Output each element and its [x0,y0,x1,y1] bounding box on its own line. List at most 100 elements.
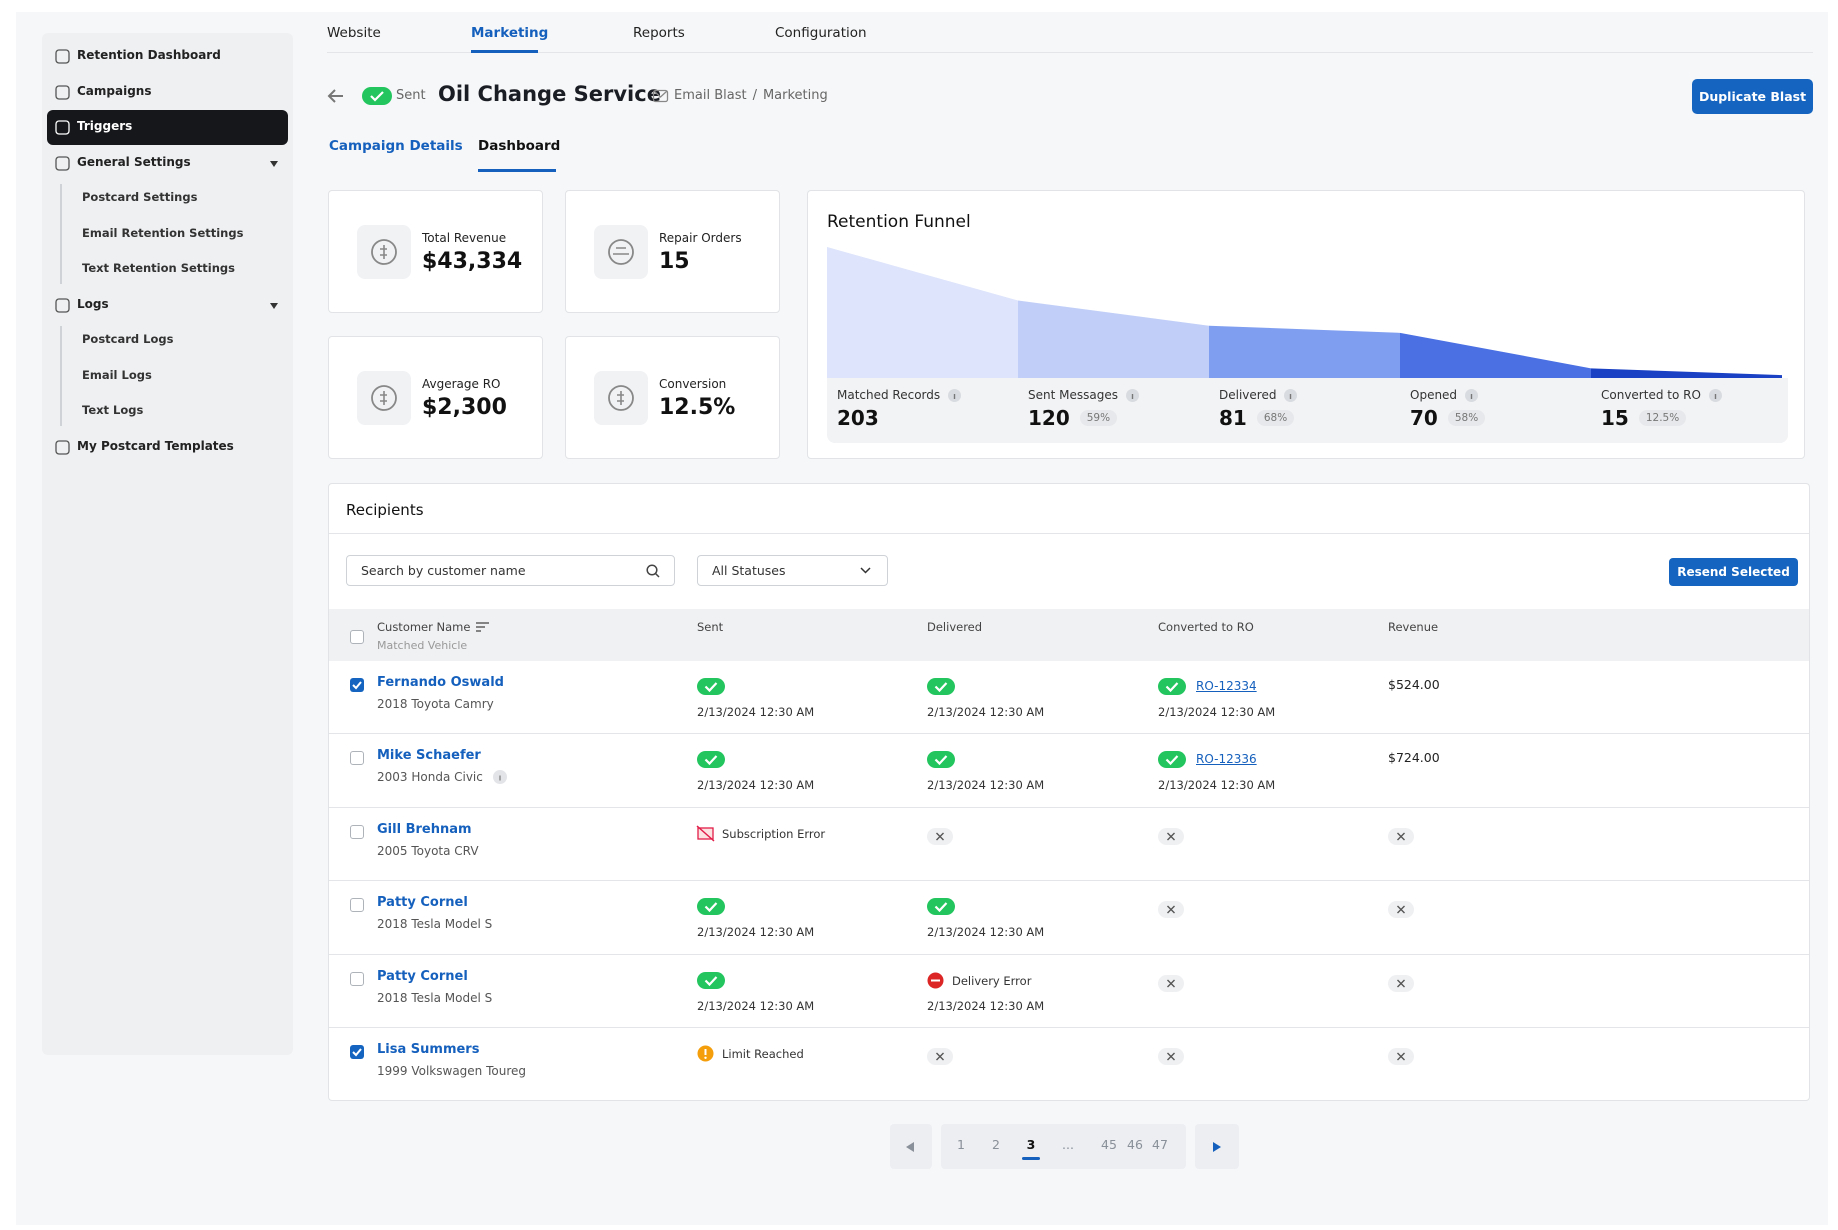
sub-tab[interactable]: Dashboard [478,138,561,154]
ro-link[interactable]: RO-12336 [1196,752,1257,767]
funnel-stats-bg [827,378,1788,443]
info-icon[interactable] [492,770,507,785]
row-checkbox[interactable] [350,678,364,692]
submenu-guide [60,325,62,426]
sort-icon[interactable] [476,622,490,632]
none-mark [1388,1048,1414,1065]
sidebar-item[interactable]: Triggers [77,119,133,133]
status-filter[interactable]: All Statuses [697,555,888,586]
check [704,975,718,986]
funnel-value: 120 [1028,406,1070,430]
filter-value: All Statuses [712,563,786,578]
status-date: 2/13/2024 12:30 AM [697,925,815,940]
sub-tab[interactable]: Campaign Details [329,138,463,154]
check [370,91,384,102]
search-box[interactable]: Search by customer name [346,555,675,586]
sidebar-subitem[interactable]: Text Retention Settings [82,261,235,275]
none-mark [1158,974,1184,992]
prev-page[interactable] [890,1124,932,1169]
page-number[interactable]: 46 [1127,1137,1143,1152]
row-checkbox[interactable] [350,824,364,839]
resend-button[interactable]: Resend Selected [1669,558,1798,586]
sidebar-subitem[interactable]: Postcard Settings [82,190,198,204]
success-pill [1158,751,1186,769]
funnel-value-row: 81 68% [1219,406,1295,430]
success-pill [697,751,725,769]
vehicle: 2018 Toyota Camry [377,697,494,711]
sidebar-item[interactable]: Retention Dashboard [77,48,221,62]
stat-icon-box [594,225,648,279]
status-icon [697,1045,714,1062]
stat-icon-box [357,225,411,279]
column-title: Customer Name [377,620,471,634]
sidebar-item[interactable]: Logs [77,296,109,311]
funnel-rate: 58% [1447,410,1486,426]
strike [696,825,715,842]
row-checkbox[interactable] [350,971,364,986]
tabs-divider [327,52,1813,53]
row-checkbox[interactable] [350,1045,364,1059]
page-number[interactable]: 3 [1026,1137,1036,1152]
column-title: Converted to RO [1158,620,1254,634]
stat-label: Repair Orders [659,231,742,245]
customer-name[interactable]: Gill Brehnam [377,821,472,837]
customer-name[interactable]: Patty Cornel [377,895,468,911]
sidebar-item[interactable]: Campaigns [77,83,152,98]
column-title: Revenue [1388,620,1439,634]
customer-name[interactable]: Fernando Oswald [377,675,504,690]
status-text: Delivery Error [952,973,1032,988]
stat-label: Total Revenue [422,231,507,245]
top-tab[interactable]: Website [327,25,381,41]
sidebar-subitem[interactable]: Email Retention Settings [82,225,244,240]
breadcrumb-part: Marketing [762,88,828,103]
customer-name[interactable]: Patty Cornel [377,968,468,984]
cross [936,832,944,841]
page-number[interactable]: 47 [1152,1137,1168,1152]
sidebar-item[interactable]: My Postcard Templates [77,438,234,453]
page-number[interactable]: ... [1062,1137,1074,1152]
vehicle-row: 2018 Tesla Model S [377,917,492,931]
stat-card: Avgerage RO $2,300 [328,336,543,459]
ro-link[interactable]: RO-12334 [1196,679,1257,693]
column-header: Customer Name [377,620,490,634]
sidebar-subitem[interactable]: Email Logs [82,367,152,382]
sidebar-icon [55,297,70,313]
warning-dot [704,1056,707,1059]
stat-value: $43,334 [422,249,523,274]
vehicle: 2003 Honda Civic [377,770,483,785]
caret [270,160,278,167]
prev-arrow [906,1142,914,1152]
sidebar-subitem[interactable]: Text Logs [82,403,144,417]
check [704,682,718,693]
sidebar-icon [55,155,70,171]
duplicate-button[interactable]: Duplicate Blast [1692,79,1813,114]
funnel-segment [1591,368,1782,378]
stat-card: Total Revenue $43,334 [328,190,543,313]
row-checkbox[interactable] [350,630,364,644]
next-page[interactable] [1195,1124,1239,1169]
row-checkbox[interactable] [350,898,364,913]
top-tab[interactable]: Marketing [471,25,549,41]
customer-name[interactable]: Mike Schaefer [377,748,481,764]
vehicle: 2018 Tesla Model S [377,990,493,1005]
pill-bg [927,751,955,769]
lens [646,564,658,576]
page-number[interactable]: 45 [1101,1137,1117,1152]
column-title: Delivered [927,620,983,634]
envelope [652,89,669,103]
table-row: Mike Schaefer 2003 Honda Civic 2/13/2024 1… [329,734,1809,808]
sidebar-subitem[interactable]: Postcard Logs [82,332,174,346]
page-number[interactable]: 2 [992,1137,1000,1152]
row-checkbox[interactable] [350,751,364,766]
top-tab[interactable]: Reports [633,25,685,41]
status-text: Subscription Error [722,826,826,841]
page-number[interactable]: 1 [957,1137,965,1152]
sidebar-item[interactable]: General Settings [77,154,191,169]
icon-frame [55,297,70,313]
top-tab[interactable]: Configuration [775,25,867,41]
table-row: Patty Cornel 2018 Tesla Model S 2/13/2024 … [329,881,1809,955]
funnel-label: Delivered [1219,388,1277,402]
customer-name[interactable]: Lisa Summers [377,1042,480,1057]
funnel-rate: 59% [1079,410,1118,426]
pill-bg [697,678,725,695]
